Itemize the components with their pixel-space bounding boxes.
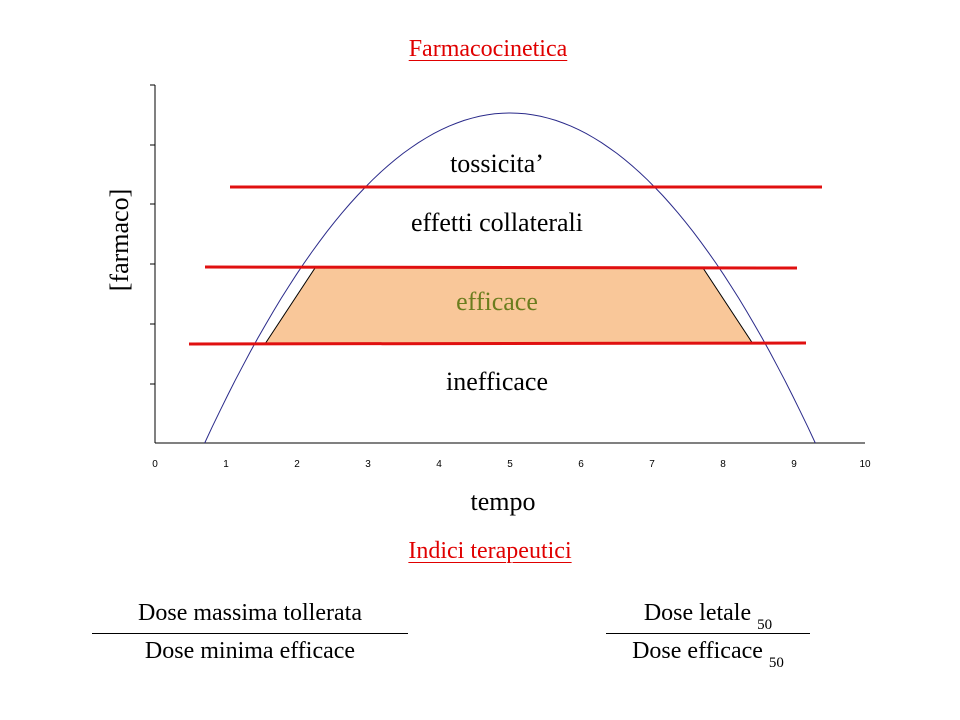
dose-letale-subscript: 50 — [757, 617, 773, 633]
concentration-curve — [204, 112, 816, 444]
x-tick-label: 3 — [365, 459, 371, 470]
x-tick-label: 10 — [859, 459, 871, 470]
x-tick-label: 4 — [436, 459, 442, 470]
effective-max-threshold-line — [204, 265, 798, 270]
x-tick-label: 9 — [791, 459, 797, 470]
y-axis-ticks — [150, 84, 155, 385]
fraction-2-numerator: Dose letale 50 — [606, 600, 810, 633]
x-tick-label: 1 — [223, 459, 229, 470]
fraction-2-denominator: Dose efficace 50 — [606, 634, 810, 671]
side-effects-region-label: effetti collaterali — [411, 208, 583, 237]
effective-region-label: efficace — [456, 287, 538, 316]
therapeutic-index-fraction-1: Dose massima tollerata Dose minima effic… — [92, 600, 408, 665]
section-title: Indici terapeutici — [408, 538, 572, 564]
effective-min-threshold-line — [188, 341, 807, 346]
dose-efficace-subscript: 50 — [768, 655, 784, 671]
x-tick-label: 7 — [649, 459, 655, 470]
x-tick-label: 8 — [720, 459, 726, 470]
x-tick-label: 6 — [578, 459, 584, 470]
dose-letale-text: Dose letale — [643, 600, 752, 626]
x-tick-label: 2 — [294, 459, 300, 470]
dose-efficace-text: Dose efficace — [632, 638, 763, 664]
fraction-1-numerator: Dose massima tollerata — [138, 600, 362, 626]
x-tick-label: 0 — [152, 459, 158, 470]
toxic-region-label: tossicita’ — [450, 149, 544, 178]
slide-title: Farmacocinetica — [408, 36, 568, 62]
ineffective-region-label: inefficace — [446, 367, 548, 396]
x-tick-label: 5 — [507, 459, 513, 470]
y-axis-label: [farmaco] — [105, 189, 134, 291]
fraction-2-bar — [606, 633, 810, 634]
x-axis-label: tempo — [471, 487, 536, 516]
fraction-1-denominator: Dose minima efficace — [144, 638, 356, 664]
x-axis-ticks: 0 1 2 3 4 5 6 7 8 9 10 — [152, 459, 871, 470]
fraction-1-bar — [92, 633, 408, 634]
therapeutic-index-fraction-2: Dose letale 50 Dose efficace 50 — [606, 600, 810, 671]
